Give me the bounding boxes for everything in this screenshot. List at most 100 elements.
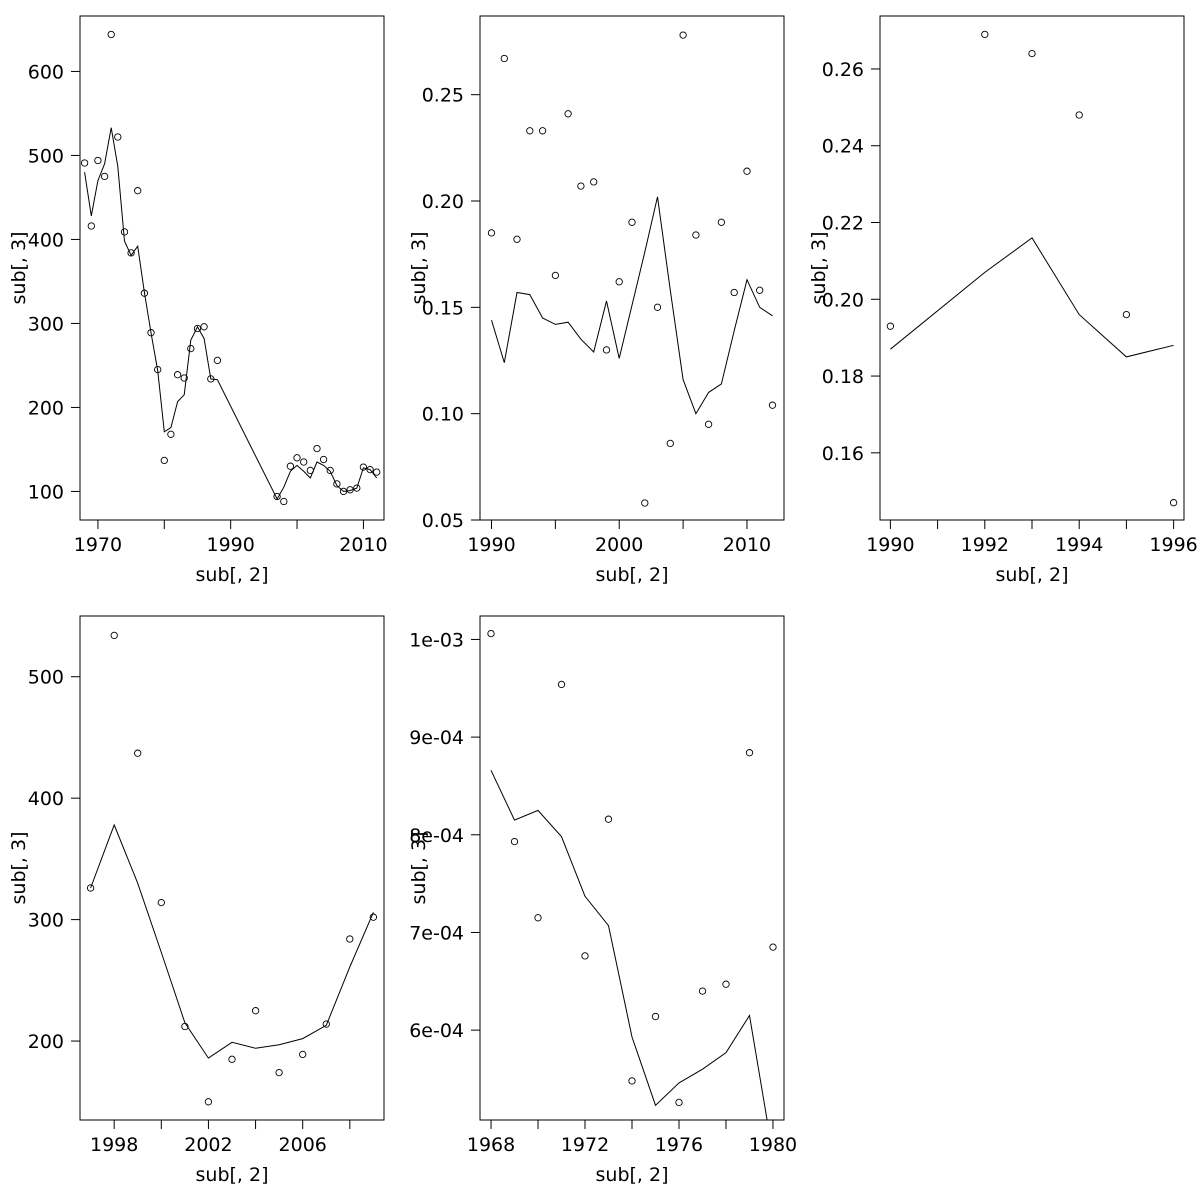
- data-point: [359, 463, 368, 471]
- x-tick-label: 2010: [723, 534, 771, 556]
- chart-panel-4: 1998 2002 2006 200 300 400 500 sub[, 2] sub[, 3]: [8, 615, 385, 1186]
- data-point: [333, 480, 341, 488]
- data-point: [722, 980, 730, 988]
- smoothed-line: [890, 237, 1174, 358]
- data-point: [193, 324, 202, 333]
- chart-panel-5: 1968 1972 1976 1980 6e-04 7e-04 8e-04 9e-04 1e-0…: [408, 615, 797, 1186]
- data-point: [743, 167, 751, 175]
- data-point: [526, 127, 534, 135]
- data-point: [366, 465, 374, 474]
- data-point: [157, 898, 165, 907]
- y-tick-label: 300: [28, 910, 64, 932]
- data-point: [100, 172, 109, 181]
- data-point: [628, 1077, 636, 1085]
- y-tick-label: 7e-04: [409, 922, 464, 944]
- plot-frame: [479, 15, 785, 521]
- data-point: [114, 133, 122, 141]
- data-point: [651, 1012, 660, 1021]
- data-point: [134, 187, 142, 195]
- plot-data: [80, 30, 381, 506]
- y-tick-label: 0.16: [822, 443, 864, 465]
- y-tick-label: 200: [28, 397, 64, 419]
- data-point: [551, 271, 560, 280]
- data-point: [293, 454, 301, 462]
- y-axis-label: sub[, 3]: [8, 832, 30, 905]
- y-axis-label: sub[, 3]: [808, 232, 830, 305]
- data-point: [251, 1007, 260, 1015]
- x-tick-label: 2010: [339, 534, 387, 556]
- y-tick-label: 0.24: [822, 136, 864, 158]
- y-tick-label: 500: [28, 145, 64, 167]
- smoothed-line: [491, 196, 773, 415]
- y-axis-label: sub[, 3]: [408, 232, 430, 305]
- x-axis-label: sub[, 2]: [596, 1164, 669, 1186]
- plot-frame: [79, 615, 385, 1121]
- data-point: [213, 356, 222, 365]
- data-point: [373, 468, 381, 476]
- data-point: [187, 344, 195, 353]
- data-point: [981, 30, 989, 39]
- y-axis-label: sub[, 3]: [8, 232, 30, 305]
- y-tick-label: 0.20: [422, 191, 464, 213]
- x-tick-label: 1990: [467, 534, 515, 556]
- y-tick-label: 400: [28, 788, 64, 810]
- data-point: [160, 456, 168, 465]
- smoothed-line: [490, 770, 768, 1120]
- x-tick-label: 2000: [595, 534, 643, 556]
- y-tick-label: 0.26: [822, 59, 864, 81]
- y-axis-label: sub[, 3]: [408, 832, 430, 905]
- data-point: [1122, 310, 1131, 319]
- data-point: [698, 987, 707, 995]
- data-point: [275, 1068, 283, 1077]
- data-point: [204, 1098, 213, 1106]
- data-point: [346, 935, 354, 943]
- y-tick-label: 400: [28, 229, 64, 251]
- data-point: [200, 323, 208, 331]
- x-tick-label: 1970: [74, 534, 122, 556]
- data-point: [513, 235, 521, 243]
- plot-data: [487, 31, 777, 507]
- x-tick-label: 1998: [90, 1134, 138, 1156]
- data-point: [86, 884, 95, 892]
- plot-frame: [479, 615, 785, 1121]
- x-tick-label: 2006: [279, 1134, 327, 1156]
- data-point: [538, 127, 547, 135]
- y-tick-label: 500: [28, 667, 64, 689]
- data-point: [628, 218, 636, 226]
- plot-data: [886, 30, 1178, 507]
- x-tick-label: 1990: [866, 534, 914, 556]
- data-point: [641, 499, 649, 507]
- data-point: [369, 913, 378, 921]
- x-axis-label: sub[, 2]: [196, 564, 269, 586]
- data-point: [557, 680, 566, 689]
- data-point: [322, 1020, 330, 1028]
- data-point: [730, 288, 738, 297]
- y-tick-label: 600: [28, 61, 64, 83]
- data-point: [300, 458, 308, 466]
- plot-frame: [79, 15, 385, 521]
- data-point: [173, 371, 182, 379]
- y-tick-label: 0.05: [422, 510, 464, 532]
- data-point: [604, 815, 613, 823]
- data-point: [1169, 499, 1178, 507]
- data-point: [534, 914, 542, 922]
- data-point: [110, 631, 118, 640]
- data-point: [80, 159, 89, 167]
- y-tick-label: 8e-04: [409, 825, 464, 847]
- y-tick-label: 300: [28, 313, 64, 335]
- data-point: [87, 222, 95, 230]
- data-point: [180, 374, 188, 382]
- data-point: [313, 444, 321, 453]
- data-point: [768, 401, 777, 409]
- data-point: [510, 837, 519, 846]
- data-point: [590, 178, 598, 186]
- data-point: [581, 952, 589, 960]
- y-tick-label: 1e-03: [409, 629, 464, 651]
- data-point: [167, 430, 175, 438]
- data-point: [319, 455, 328, 464]
- y-tick-label: 9e-04: [409, 727, 464, 749]
- y-tick-label: 0.18: [822, 366, 864, 388]
- y-tick-label: 0.25: [422, 85, 464, 107]
- data-point: [134, 749, 142, 757]
